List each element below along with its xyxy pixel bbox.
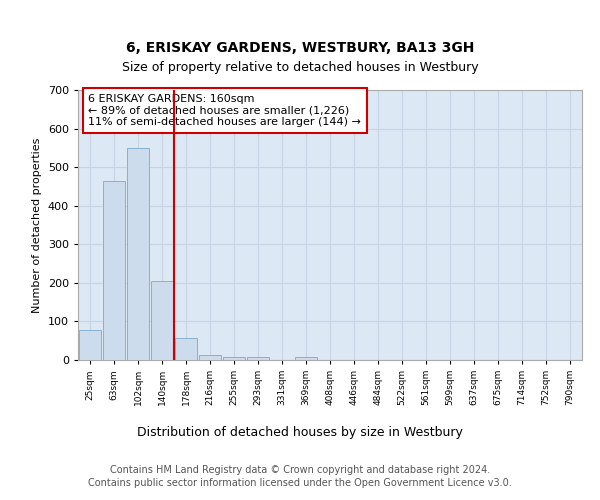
Y-axis label: Number of detached properties: Number of detached properties xyxy=(32,138,42,312)
Text: 6 ERISKAY GARDENS: 160sqm
← 89% of detached houses are smaller (1,226)
11% of se: 6 ERISKAY GARDENS: 160sqm ← 89% of detac… xyxy=(88,94,361,127)
Bar xyxy=(223,356,245,360)
Text: Contains HM Land Registry data © Crown copyright and database right 2024.: Contains HM Land Registry data © Crown c… xyxy=(110,465,490,475)
Bar xyxy=(127,148,149,360)
Bar xyxy=(295,357,317,360)
Text: 6, ERISKAY GARDENS, WESTBURY, BA13 3GH: 6, ERISKAY GARDENS, WESTBURY, BA13 3GH xyxy=(126,40,474,54)
Bar xyxy=(199,354,221,360)
Bar xyxy=(151,281,173,360)
Text: Contains public sector information licensed under the Open Government Licence v3: Contains public sector information licen… xyxy=(88,478,512,488)
Bar xyxy=(103,182,125,360)
Bar xyxy=(175,338,197,360)
Bar xyxy=(247,356,269,360)
Text: Size of property relative to detached houses in Westbury: Size of property relative to detached ho… xyxy=(122,61,478,74)
Bar xyxy=(79,330,101,360)
Text: Distribution of detached houses by size in Westbury: Distribution of detached houses by size … xyxy=(137,426,463,439)
